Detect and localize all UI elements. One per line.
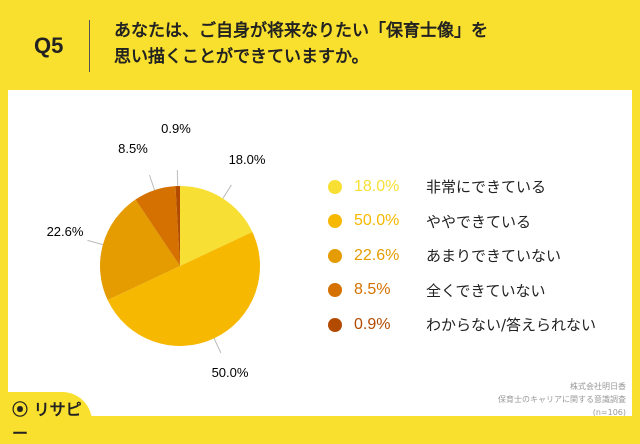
legend-dot-icon (328, 283, 342, 297)
legend-dot-icon (328, 249, 342, 263)
logo: ⦿ リサピー (0, 392, 92, 427)
legend-label: 非常にできている (426, 176, 546, 197)
legend-value: 0.9% (354, 316, 426, 334)
source-company: 株式会社明日香 (498, 380, 626, 393)
data-label: 22.6% (47, 224, 84, 239)
legend-item: 50.0%ややできている (328, 211, 531, 232)
legend-dot-icon (328, 318, 342, 332)
data-label: 50.0% (212, 365, 249, 380)
legend-label: わからない/答えられない (426, 314, 596, 335)
data-label: 8.5% (118, 141, 148, 156)
legend-value: 22.6% (354, 247, 426, 265)
legend-dot-icon (328, 214, 342, 228)
legend-label: あまりできていない (426, 245, 561, 266)
legend-item: 22.6%あまりできていない (328, 245, 561, 266)
legend-dot-icon (328, 180, 342, 194)
data-label: 18.0% (229, 152, 266, 167)
leader-line (149, 175, 154, 190)
logo-pin-icon: ⦿ (12, 400, 28, 419)
source-n: (n=106) (498, 406, 626, 419)
legend-item: 0.9%わからない/答えられない (328, 314, 596, 335)
pie-chart: 18.0% 50.0% 22.6% 8.5% 0.9% (0, 0, 640, 427)
leader-line (87, 240, 102, 244)
legend-item: 18.0%非常にできている (328, 176, 546, 197)
legend-label: 全くできていない (426, 280, 546, 301)
leader-line (223, 185, 232, 199)
data-label: 0.9% (161, 121, 191, 136)
source-survey: 保育士のキャリアに関する意識調査 (498, 393, 626, 406)
legend-value: 18.0% (354, 178, 426, 196)
legend-item: 8.5%全くできていない (328, 280, 546, 301)
legend-label: ややできている (426, 211, 531, 232)
leader-line (214, 338, 221, 352)
legend-value: 8.5% (354, 281, 426, 299)
source-note: 株式会社明日香 保育士のキャリアに関する意識調査 (n=106) (498, 380, 626, 419)
legend-value: 50.0% (354, 212, 426, 230)
